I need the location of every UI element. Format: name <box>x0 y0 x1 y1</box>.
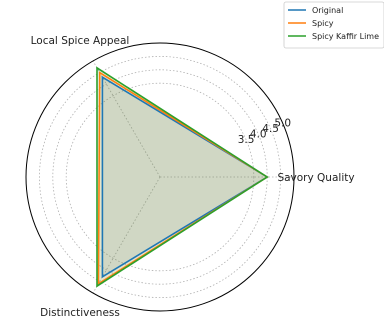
series-line-0 <box>101 75 269 279</box>
polar-grid <box>25 42 295 312</box>
category-label: Local Spice Appeal <box>31 35 130 47</box>
grid-ring <box>65 82 255 272</box>
r-tick-label: 4.5 <box>262 123 279 135</box>
legend-label: Spicy <box>312 19 334 28</box>
r-tick-label: 3.5 <box>238 134 255 146</box>
category-label: Distinctiveness <box>40 307 120 319</box>
series-line-2 <box>96 66 269 288</box>
grid-spoke <box>92 176 161 294</box>
labels-layer: 3.54.04.55.0 Savory Quality Local Spice Ap… <box>31 35 355 319</box>
series-fill-0 <box>102 77 268 277</box>
series-fill-2 <box>97 67 268 287</box>
series-fill-1 <box>98 72 268 284</box>
grid-spoke <box>92 60 161 178</box>
outer-ring <box>25 42 295 312</box>
r-tick-label: 4.0 <box>250 128 267 140</box>
legend-label: Original <box>312 6 343 15</box>
legend-label: Spicy Kaffir Lime <box>312 32 379 41</box>
series-layer <box>96 66 269 288</box>
grid-ring <box>39 56 281 298</box>
legend: Original Spicy Spicy Kaffir Lime <box>283 1 384 49</box>
category-label: Savory Quality <box>277 172 354 184</box>
legend-box <box>283 1 384 49</box>
r-tick-label: 5.0 <box>274 118 291 130</box>
